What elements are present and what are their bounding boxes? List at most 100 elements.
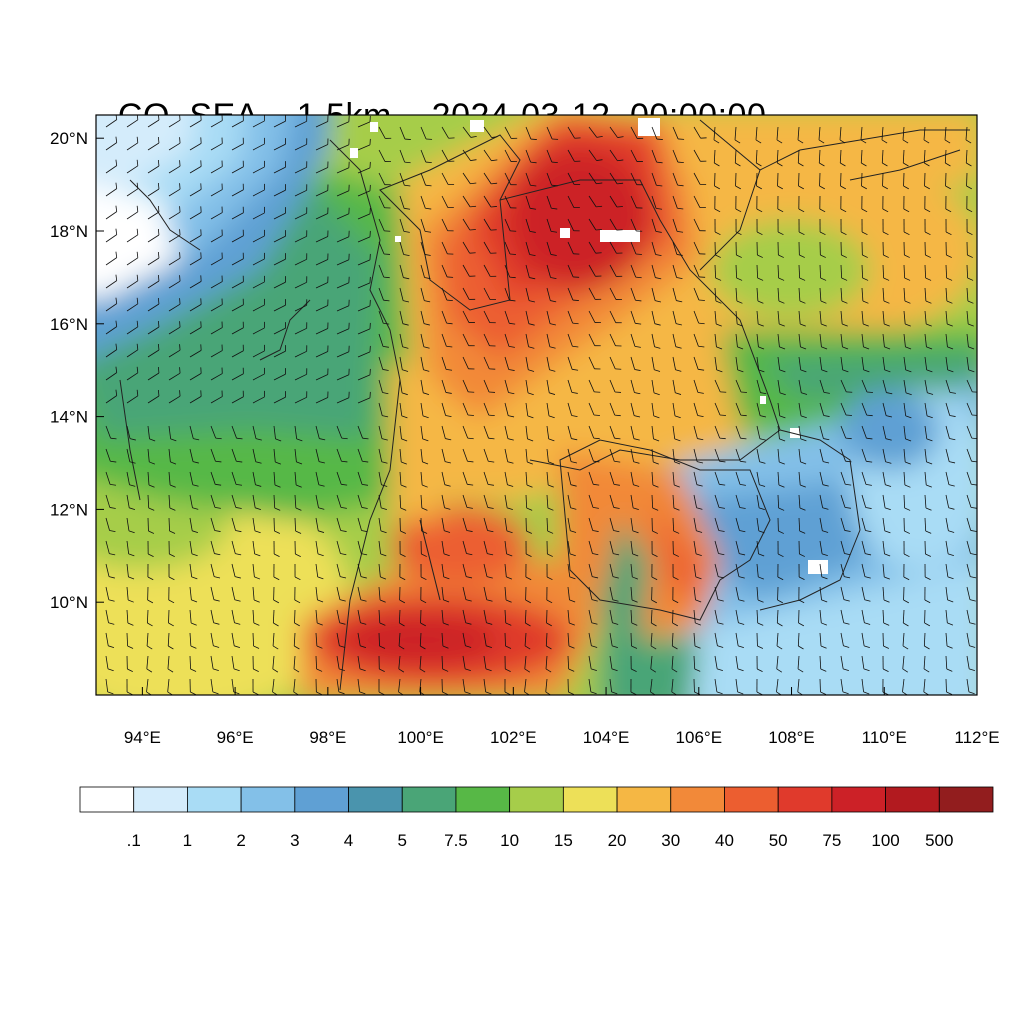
wind-barb bbox=[714, 448, 726, 463]
wind-barb bbox=[189, 471, 199, 487]
wind-barb bbox=[776, 149, 783, 167]
wind-barb bbox=[924, 195, 931, 213]
wind-barb bbox=[965, 126, 972, 144]
colorbar-swatch bbox=[294, 786, 349, 813]
wind-barb bbox=[126, 540, 135, 557]
wind-barb bbox=[651, 517, 658, 534]
wind-barb bbox=[609, 310, 622, 324]
wind-barb bbox=[378, 425, 388, 441]
wind-barb bbox=[840, 448, 852, 463]
wind-barb bbox=[105, 297, 118, 312]
wind-barb bbox=[462, 379, 475, 393]
wind-barb bbox=[735, 241, 742, 258]
wind-barb bbox=[462, 425, 474, 440]
wind-barb bbox=[776, 126, 783, 144]
wind-barb bbox=[294, 322, 308, 335]
wind-barb bbox=[882, 333, 891, 350]
wind-barb bbox=[945, 310, 953, 327]
wind-barb bbox=[651, 540, 658, 558]
wind-barb bbox=[903, 333, 912, 350]
wind-barb bbox=[294, 161, 308, 174]
wind-barb bbox=[231, 517, 242, 533]
wind-barb bbox=[504, 310, 516, 325]
wind-barb bbox=[357, 540, 368, 556]
wind-barb bbox=[924, 448, 933, 465]
wind-barb bbox=[651, 333, 661, 349]
wind-barb bbox=[126, 136, 139, 151]
wind-barb bbox=[924, 540, 932, 557]
wind-barb bbox=[797, 632, 804, 650]
wind-barb bbox=[902, 609, 909, 627]
wind-barb bbox=[294, 276, 308, 289]
wind-barb bbox=[462, 264, 476, 277]
wind-barb bbox=[735, 494, 746, 509]
wind-barb bbox=[903, 540, 910, 558]
wind-barb bbox=[378, 241, 391, 255]
wind-barb bbox=[273, 586, 280, 604]
wind-barb bbox=[777, 563, 784, 581]
wind-barb bbox=[378, 448, 388, 464]
wind-barb bbox=[126, 274, 139, 289]
wind-barb bbox=[755, 149, 762, 167]
wind-barb bbox=[504, 448, 514, 464]
wind-barb bbox=[168, 137, 181, 151]
wind-barb bbox=[294, 115, 308, 128]
wind-barb bbox=[189, 252, 202, 266]
wind-barb bbox=[357, 253, 371, 266]
wind-barb bbox=[315, 161, 329, 174]
wind-barb bbox=[672, 402, 681, 419]
lat-tick-label: 16°N bbox=[50, 315, 88, 334]
wind-barb bbox=[293, 632, 300, 650]
wind-barb bbox=[651, 402, 660, 419]
wind-barb bbox=[882, 655, 889, 673]
wind-barb bbox=[630, 379, 641, 395]
wind-barb bbox=[189, 206, 202, 220]
colorbar-label: 30 bbox=[661, 831, 680, 850]
wind-barb bbox=[588, 425, 600, 440]
wind-barb bbox=[273, 563, 280, 581]
wind-barb bbox=[567, 333, 579, 348]
wind-barb bbox=[168, 425, 177, 442]
wind-barb bbox=[630, 218, 643, 232]
wind-barb bbox=[357, 678, 366, 695]
wind-barb bbox=[756, 172, 762, 190]
wind-barb bbox=[798, 517, 806, 534]
wind-barb bbox=[210, 229, 223, 243]
wind-barb bbox=[126, 389, 139, 404]
wind-barb bbox=[336, 368, 350, 381]
wind-barb bbox=[105, 632, 115, 648]
wind-barb bbox=[336, 655, 345, 672]
wind-barb bbox=[378, 287, 390, 302]
wind-barb bbox=[315, 425, 326, 441]
wind-barb bbox=[693, 563, 702, 580]
wind-barb bbox=[630, 517, 639, 534]
wind-barb bbox=[168, 609, 174, 627]
wind-barb bbox=[189, 229, 202, 243]
wind-barb bbox=[378, 264, 390, 279]
wind-barb bbox=[798, 379, 808, 395]
wind-barb bbox=[735, 264, 743, 281]
wind-barb bbox=[924, 517, 932, 534]
wind-barb bbox=[630, 310, 642, 325]
wind-barb bbox=[735, 218, 742, 236]
wind-barb bbox=[609, 287, 622, 300]
wind-barb bbox=[441, 287, 453, 301]
wind-barb bbox=[420, 402, 429, 419]
wind-barb bbox=[315, 517, 325, 533]
wind-barb bbox=[630, 563, 639, 580]
wind-barb bbox=[336, 253, 350, 266]
wind-barb bbox=[126, 471, 136, 487]
wind-barb bbox=[357, 655, 366, 672]
wind-barb bbox=[630, 402, 641, 418]
wind-barb bbox=[945, 540, 954, 557]
wind-barb bbox=[798, 448, 807, 465]
wind-barb bbox=[126, 159, 139, 174]
wind-barb bbox=[819, 402, 830, 417]
wind-barb bbox=[441, 678, 448, 695]
wind-barb bbox=[399, 126, 411, 140]
colorbar-swatch bbox=[79, 786, 135, 813]
wind-barb bbox=[713, 126, 720, 144]
wind-barb bbox=[272, 632, 279, 650]
wind-barb bbox=[630, 126, 644, 139]
wind-barb bbox=[630, 195, 643, 209]
